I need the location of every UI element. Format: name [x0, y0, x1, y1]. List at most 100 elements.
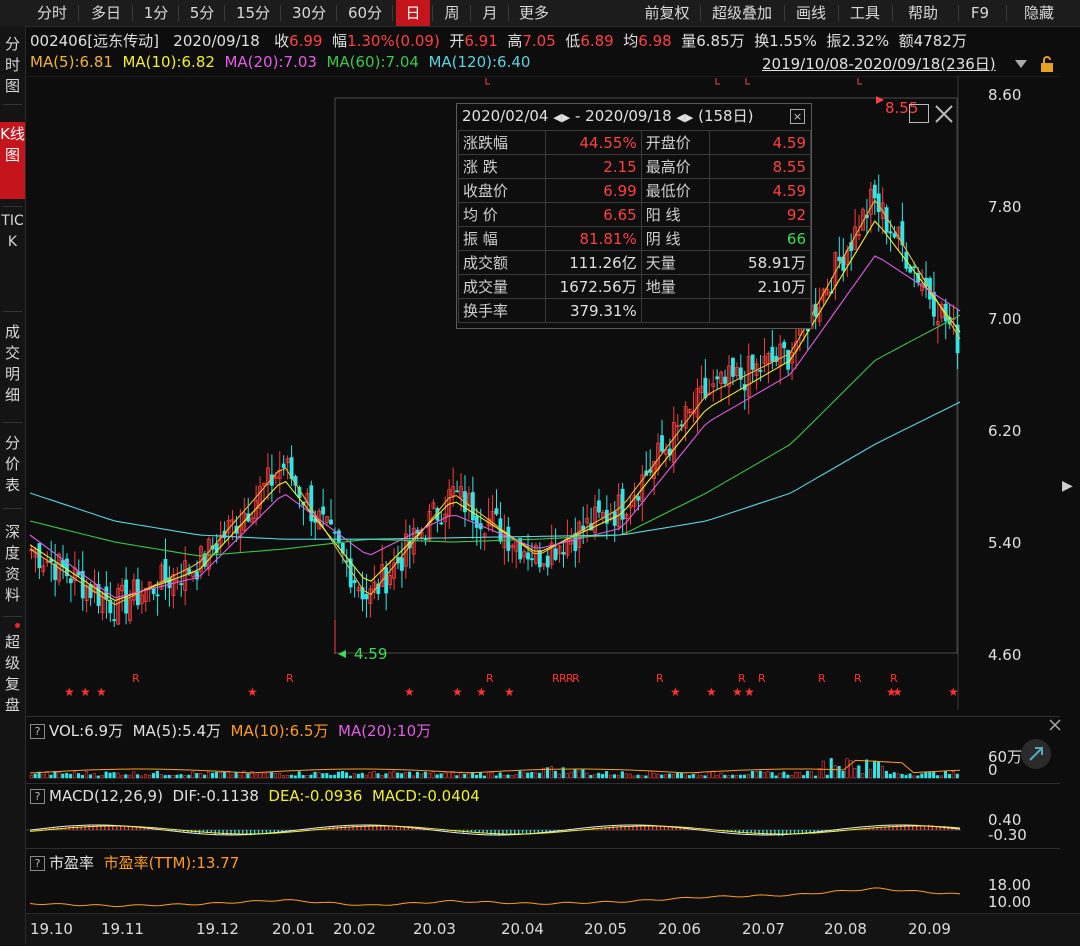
- adjust-arrows-icon[interactable]: ◀▶: [676, 111, 694, 124]
- adjust-arrows-icon[interactable]: ◀▶: [553, 111, 571, 124]
- expand-right-icon[interactable]: ▶: [1062, 478, 1073, 494]
- ma20-label: MA(20):7.03: [224, 53, 317, 71]
- macd-legend: ? MACD(12,26,9) DIF:-0.1138 DEA:-0.0936 M…: [30, 787, 480, 805]
- kline-chart[interactable]: ★ ★ ★ ★ ★ ★ ★ ★ ★ ★ ★ ★ ★★ ★R R R R R RR R R R R R R: [26, 76, 1060, 710]
- candle-body: [285, 458, 290, 464]
- nav-intraday-chart[interactable]: 分时图: [4, 35, 20, 95]
- help-icon[interactable]: ?: [30, 724, 45, 739]
- candle-body: [242, 512, 247, 531]
- ma10-label: MA(10):6.82: [122, 53, 215, 71]
- volume-bar: [947, 774, 951, 779]
- tab-monthly[interactable]: 月: [482, 4, 498, 22]
- volume-bar: [463, 773, 467, 779]
- volume-bar: [203, 774, 207, 779]
- help-icon[interactable]: ?: [30, 856, 45, 871]
- volume-bar: [258, 772, 262, 779]
- r-marker-icon: R: [738, 672, 746, 685]
- super-overlay-button[interactable]: 超级叠加: [711, 4, 772, 22]
- stats-label: 最高价: [640, 154, 710, 179]
- volume-bar: [817, 768, 821, 779]
- volume-bar: [238, 774, 242, 779]
- stats-label: 成交量: [458, 274, 546, 299]
- help-icon[interactable]: ?: [30, 789, 45, 804]
- volume-bar: [636, 774, 640, 779]
- volume-bar: [226, 770, 230, 779]
- expand-icon[interactable]: [1020, 738, 1052, 770]
- nav-price-distribution[interactable]: 分价表: [4, 434, 20, 494]
- volume-bar: [853, 767, 857, 779]
- volume-bar: [719, 772, 723, 779]
- r-marker-icon: R: [132, 672, 140, 685]
- candle-body: [687, 408, 692, 413]
- draw-line-button[interactable]: 画线: [795, 4, 826, 22]
- volume-bar: [534, 772, 538, 779]
- nav-tick[interactable]: TICK: [1, 213, 24, 250]
- candle-body: [821, 288, 826, 302]
- volume-bar: [159, 774, 163, 779]
- volume-bar: [459, 771, 463, 779]
- close-pane-icon[interactable]: [1048, 718, 1062, 732]
- help-button[interactable]: 帮助: [907, 4, 938, 22]
- volume-bar: [750, 771, 754, 779]
- stats-label: 天量: [640, 250, 710, 275]
- hide-button[interactable]: 隐藏: [1023, 4, 1054, 22]
- stats-label: 均 价: [458, 202, 546, 227]
- volume-bar: [502, 775, 506, 779]
- chevron-down-icon[interactable]: [1013, 57, 1029, 71]
- tab-weekly[interactable]: 周: [444, 4, 460, 22]
- tab-1min[interactable]: 1分: [143, 4, 169, 22]
- candle-body: [746, 356, 751, 398]
- forward-adjust-button[interactable]: 前复权: [644, 4, 690, 22]
- stats-value: 44.55%: [544, 130, 642, 155]
- tab-more[interactable]: 更多: [518, 4, 549, 22]
- maximize-icon[interactable]: [909, 104, 929, 123]
- candle-body: [490, 511, 495, 527]
- volume-bar: [758, 770, 762, 779]
- macd-axis-tick: 0.40: [988, 811, 1022, 829]
- candle-body: [616, 494, 621, 528]
- tab-15min[interactable]: 15分: [235, 4, 271, 22]
- star-icon: ★: [892, 685, 903, 699]
- volume-bar: [337, 771, 341, 779]
- nav-depth-info[interactable]: 深度资料: [4, 523, 20, 604]
- tab-multiday[interactable]: 多日: [90, 4, 121, 22]
- close-icon[interactable]: ×: [790, 109, 805, 124]
- tab-30min[interactable]: 30分: [291, 4, 327, 22]
- volume-bar: [376, 773, 380, 779]
- volume-bar: [498, 772, 502, 779]
- stats-value: 6.99: [544, 178, 642, 203]
- flag-icon: [715, 78, 720, 85]
- nav-kline-chart[interactable]: K线图: [0, 122, 25, 199]
- nav-trade-detail[interactable]: 成交明细: [4, 323, 20, 404]
- volume-bar: [309, 774, 313, 779]
- volume-bar: [806, 770, 810, 779]
- star-icon: ★: [948, 685, 959, 699]
- pe-legend: ? 市盈率 市盈率(TTM):13.77: [30, 852, 239, 873]
- tab-intraday[interactable]: 分时: [36, 4, 67, 22]
- candle-body: [309, 485, 314, 522]
- r-marker-icon: R: [552, 672, 560, 685]
- tab-5min[interactable]: 5分: [189, 4, 215, 22]
- candle-body: [139, 594, 144, 604]
- volume-bar: [136, 774, 140, 779]
- volume-bar: [415, 771, 419, 779]
- stats-label: 地量: [640, 274, 710, 299]
- tab-60min[interactable]: 60分: [347, 4, 383, 22]
- stats-label: 换手率: [458, 298, 546, 323]
- volume-bar: [644, 775, 648, 779]
- tools-button[interactable]: 工具: [849, 4, 880, 22]
- stats-value: 2.15: [544, 154, 642, 179]
- volume-bar: [798, 772, 802, 779]
- volume-bar: [455, 775, 459, 779]
- stats-value: 379.31%: [544, 298, 642, 323]
- tab-daily[interactable]: 日: [396, 0, 430, 26]
- date-axis: 19.10 19.11 19.12 20.01 20.02 20.03 20.0…: [26, 913, 1080, 946]
- stats-row: 成交量 1672.56万 地量 2.10万: [458, 274, 812, 299]
- nav-super-replay[interactable]: 超级复盘: [4, 633, 20, 714]
- lock-icon[interactable]: [1038, 55, 1056, 73]
- candle-body: [372, 581, 377, 593]
- f9-button[interactable]: F9: [970, 4, 990, 22]
- date-range-selector[interactable]: 2019/10/08-2020/09/18(236日): [762, 55, 996, 73]
- close-icon[interactable]: [934, 104, 954, 124]
- r-marker-icon: R: [486, 672, 494, 685]
